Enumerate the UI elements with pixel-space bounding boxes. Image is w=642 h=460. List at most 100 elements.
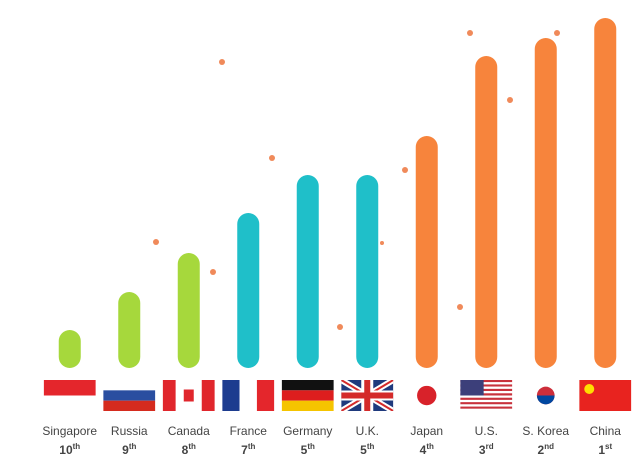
flag <box>43 380 96 411</box>
flag-part <box>222 380 240 411</box>
bar <box>237 213 260 368</box>
flag-body <box>281 380 334 411</box>
flag-part <box>460 382 513 385</box>
flag-part <box>43 395 96 411</box>
x-tick-label: Singapore <box>42 424 97 438</box>
rank-label: 1st <box>598 442 612 457</box>
rank-label: 5th <box>360 442 374 457</box>
rank-label: 10th <box>59 442 80 457</box>
flag-part <box>103 400 156 411</box>
flag <box>519 380 572 411</box>
rank-number: 10 <box>59 443 73 457</box>
x-tick-label: Germany <box>283 424 332 438</box>
rank-number: 2 <box>538 443 545 457</box>
flag-part <box>460 395 513 398</box>
bar <box>415 136 438 368</box>
flag <box>341 380 394 411</box>
rank-suffix: st <box>605 442 612 451</box>
flag-body <box>519 380 572 411</box>
rank-label: 2nd <box>538 442 555 457</box>
x-tick-label: Japan <box>410 424 443 438</box>
flag-part <box>460 408 513 411</box>
x-tick-label: Russia <box>111 424 148 438</box>
rank-suffix: th <box>426 442 434 451</box>
flag-part <box>103 390 156 401</box>
rank-label: 8th <box>182 442 196 457</box>
flag-part <box>460 380 513 383</box>
rank-number: 1 <box>598 443 605 457</box>
bar <box>296 175 319 368</box>
flag <box>460 380 513 411</box>
flag <box>222 380 275 411</box>
flag-part <box>201 380 215 411</box>
rank-number: 3 <box>479 443 486 457</box>
bar <box>177 253 200 368</box>
bar <box>118 292 141 368</box>
rank-suffix: th <box>129 442 137 451</box>
flag-body <box>43 380 96 411</box>
bar <box>534 38 557 368</box>
rank-label: 4th <box>420 442 434 457</box>
rank-number: 9 <box>122 443 129 457</box>
rank-suffix: th <box>188 442 196 451</box>
rank-suffix: nd <box>544 442 554 451</box>
flag-part <box>536 395 555 405</box>
flag-part <box>460 388 513 392</box>
flag-part <box>460 393 513 396</box>
flag-part <box>43 380 96 396</box>
flag-part <box>460 404 513 407</box>
x-tick-label: S. Korea <box>522 424 569 438</box>
flag-part <box>239 380 257 411</box>
rank-suffix: th <box>367 442 375 451</box>
flag <box>579 380 632 411</box>
flag-part <box>281 380 334 391</box>
bar <box>356 175 379 368</box>
rank-label: 5th <box>301 442 315 457</box>
flag-part <box>584 384 595 394</box>
flag-body <box>460 380 513 411</box>
rank-number: 5 <box>360 443 367 457</box>
rank-suffix: th <box>248 442 256 451</box>
x-tick-label: Canada <box>168 424 210 438</box>
flag-body <box>400 380 453 411</box>
flag-part <box>460 397 513 400</box>
x-tick-label: U.K. <box>356 424 379 438</box>
decor-dots <box>153 30 560 330</box>
flag-part <box>417 385 437 406</box>
flag <box>281 380 334 411</box>
flag-part <box>460 386 513 389</box>
flag-part <box>460 402 513 405</box>
rank-number: 4 <box>420 443 427 457</box>
x-tick-label: France <box>230 424 268 438</box>
rank-number: 5 <box>301 443 308 457</box>
bar <box>594 18 617 368</box>
rank-label: 3rd <box>479 442 494 457</box>
flag <box>400 380 453 411</box>
flag-body <box>162 380 215 411</box>
rank-suffix: th <box>307 442 315 451</box>
flag-part <box>162 380 176 411</box>
flag-body <box>103 380 156 411</box>
x-tick-label: China <box>590 424 622 438</box>
flag-part <box>281 400 334 411</box>
flag <box>103 380 156 411</box>
flag <box>162 380 215 411</box>
flag-part <box>341 392 394 399</box>
rank-number: 8 <box>182 443 189 457</box>
flag-part <box>103 380 156 391</box>
bar <box>475 56 498 368</box>
rank-number: 7 <box>241 443 248 457</box>
flag-part <box>281 390 334 401</box>
flag-part <box>460 380 484 396</box>
rank-suffix: th <box>73 442 81 451</box>
flag-body <box>579 380 632 411</box>
flag-part <box>460 391 513 394</box>
rank-label: 9th <box>122 442 136 457</box>
x-tick-label: U.S. <box>475 424 498 438</box>
flag-body <box>341 380 394 411</box>
rank-suffix: rd <box>486 442 494 451</box>
flag-part <box>460 406 513 409</box>
flag-part <box>256 380 275 411</box>
flag-part <box>183 389 194 402</box>
